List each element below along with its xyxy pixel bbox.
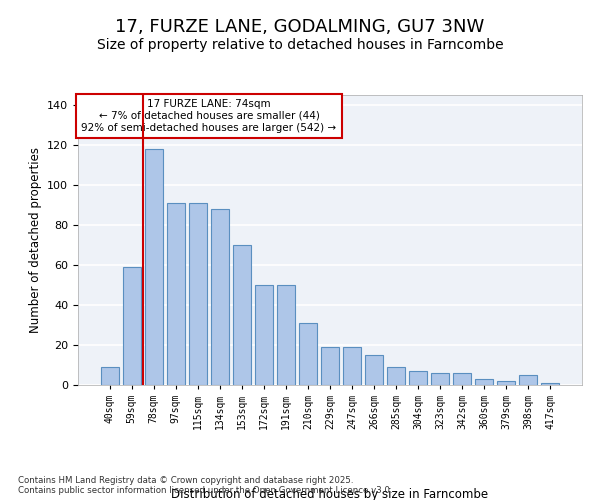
Bar <box>277 285 295 385</box>
Bar <box>211 209 229 385</box>
Bar <box>189 203 206 385</box>
Text: 17 FURZE LANE: 74sqm
← 7% of detached houses are smaller (44)
92% of semi-detach: 17 FURZE LANE: 74sqm ← 7% of detached ho… <box>82 100 337 132</box>
Bar <box>520 375 537 385</box>
Bar <box>101 367 119 385</box>
X-axis label: Distribution of detached houses by size in Farncombe: Distribution of detached houses by size … <box>172 488 488 500</box>
Text: 17, FURZE LANE, GODALMING, GU7 3NW: 17, FURZE LANE, GODALMING, GU7 3NW <box>115 18 485 36</box>
Bar <box>431 373 449 385</box>
Bar <box>454 373 471 385</box>
Bar <box>255 285 273 385</box>
Bar <box>387 367 405 385</box>
Bar <box>409 371 427 385</box>
Bar <box>167 203 185 385</box>
Bar <box>475 379 493 385</box>
Bar <box>299 323 317 385</box>
Bar <box>123 267 140 385</box>
Y-axis label: Number of detached properties: Number of detached properties <box>29 147 41 333</box>
Bar <box>343 347 361 385</box>
Text: Size of property relative to detached houses in Farncombe: Size of property relative to detached ho… <box>97 38 503 52</box>
Bar <box>365 355 383 385</box>
Bar <box>233 245 251 385</box>
Bar <box>497 381 515 385</box>
Bar <box>541 383 559 385</box>
Bar <box>321 347 339 385</box>
Bar <box>145 149 163 385</box>
Text: Contains HM Land Registry data © Crown copyright and database right 2025.
Contai: Contains HM Land Registry data © Crown c… <box>18 476 392 495</box>
